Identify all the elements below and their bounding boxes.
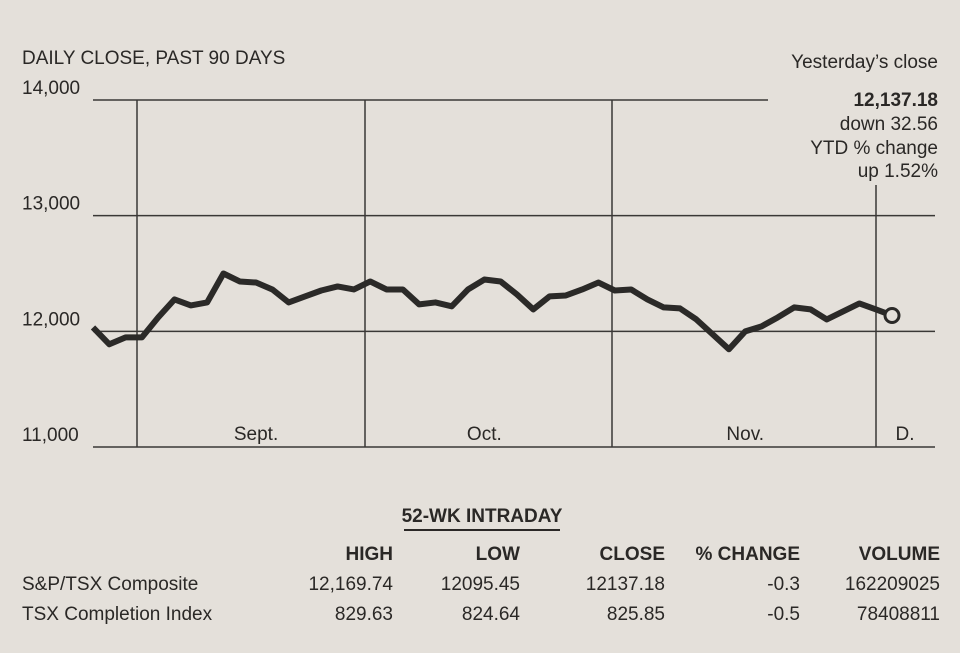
price-line xyxy=(90,270,894,353)
table-cell: -0.3 xyxy=(767,574,800,595)
row-label: S&P/TSX Composite xyxy=(22,574,198,595)
row-label: TSX Completion Index xyxy=(22,604,213,625)
x-tick-label: Nov. xyxy=(726,424,764,445)
chart-title: DAILY CLOSE, PAST 90 DAYS xyxy=(22,48,285,69)
annotation: YTD % change xyxy=(810,138,938,159)
table-cell: 825.85 xyxy=(607,604,665,625)
table-title: 52-WK INTRADAY xyxy=(402,506,563,527)
table-cell: -0.5 xyxy=(767,604,800,625)
column-header: HIGH xyxy=(346,544,394,565)
annotation: down 32.56 xyxy=(840,114,938,135)
table-cell: 12,169.74 xyxy=(308,574,393,595)
y-tick-label: 12,000 xyxy=(22,309,80,330)
column-header: VOLUME xyxy=(859,544,940,565)
table-cell: 829.63 xyxy=(335,604,393,625)
x-tick-label: Sept. xyxy=(234,424,278,445)
y-tick-label: 13,000 xyxy=(22,194,80,215)
last-close-marker xyxy=(883,306,901,324)
y-tick-label: 14,000 xyxy=(22,78,80,99)
annotation-bg xyxy=(768,45,948,185)
table-cell: 12095.45 xyxy=(441,574,520,595)
annotation: up 1.52% xyxy=(858,161,938,182)
x-tick-label: Oct. xyxy=(467,424,502,445)
annotation: Yesterday’s close xyxy=(791,52,938,73)
annotation-value: 12,137.18 xyxy=(853,90,938,111)
column-header: LOW xyxy=(476,544,520,565)
table-cell: 162209025 xyxy=(845,574,940,595)
y-tick-label: 11,000 xyxy=(22,425,79,446)
table-cell: 78408811 xyxy=(857,604,940,625)
column-header: CLOSE xyxy=(600,544,665,565)
column-header: % CHANGE xyxy=(695,544,800,565)
table-cell: 12137.18 xyxy=(586,574,665,595)
table-cell: 824.64 xyxy=(462,604,521,625)
x-tick-label: D. xyxy=(896,424,915,445)
